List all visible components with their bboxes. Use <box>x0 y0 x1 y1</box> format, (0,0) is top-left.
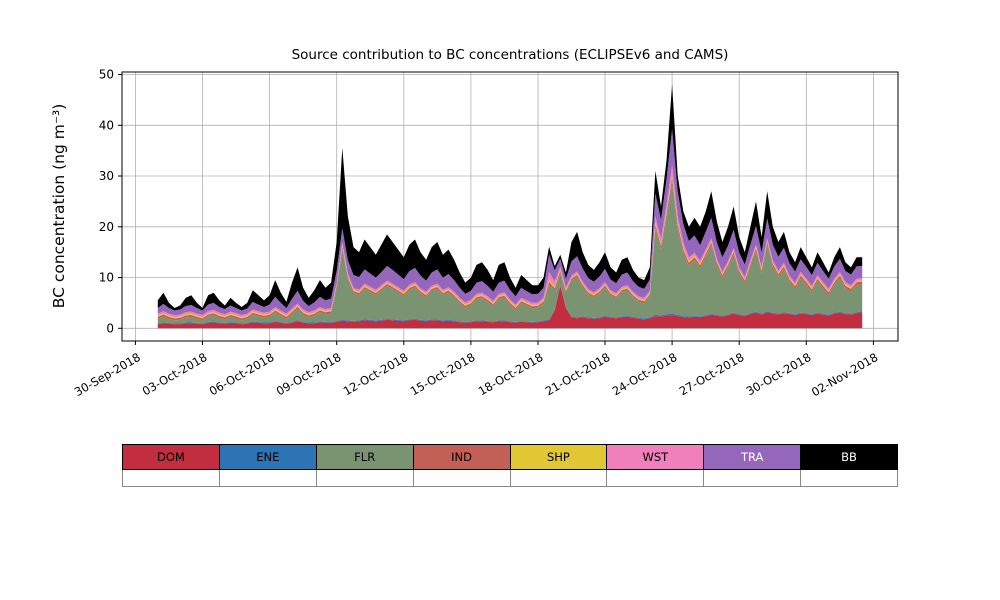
legend-label-bb: BB <box>841 450 857 464</box>
legend-item-shp: SHP <box>509 444 608 487</box>
legend-label-wst: WST <box>642 450 669 464</box>
legend-item-bb: BB <box>800 444 898 487</box>
y-tick-label: 50 <box>99 68 114 82</box>
y-tick-label: 40 <box>99 118 114 132</box>
legend-item-wst: WST <box>606 444 705 487</box>
legend-empty-cell-flr <box>315 470 414 487</box>
legend-swatch-ene: ENE <box>218 444 317 470</box>
legend-swatch-tra: TRA <box>703 444 802 470</box>
y-tick-label: 30 <box>99 169 114 183</box>
legend-item-ind: IND <box>412 444 511 487</box>
legend-item-flr: FLR <box>315 444 414 487</box>
legend-empty-cell-tra <box>703 470 802 487</box>
legend-empty-cell-dom <box>122 470 220 487</box>
legend-item-dom: DOM <box>122 444 220 487</box>
y-tick-label: 20 <box>99 220 114 234</box>
legend-empty-cell-ind <box>412 470 511 487</box>
area-series-flr <box>157 181 863 324</box>
y-tick-label: 0 <box>106 321 114 335</box>
legend-swatch-dom: DOM <box>122 444 220 470</box>
legend-label-ene: ENE <box>256 450 280 464</box>
legend-empty-cell-bb <box>800 470 898 487</box>
legend-label-tra: TRA <box>740 450 764 464</box>
legend-swatch-bb: BB <box>800 444 898 470</box>
legend-empty-cell-wst <box>606 470 705 487</box>
legend-swatch-flr: FLR <box>315 444 414 470</box>
legend: DOM ENE FLR IND SHP WST TRA BB <box>122 444 898 487</box>
legend-item-tra: TRA <box>703 444 802 487</box>
y-axis-label: BC concentration (ng m⁻³) <box>50 104 68 309</box>
area-series-dom <box>157 285 863 329</box>
legend-item-ene: ENE <box>218 444 317 487</box>
legend-empty-cell-ene <box>218 470 317 487</box>
legend-label-flr: FLR <box>354 450 376 464</box>
legend-label-shp: SHP <box>546 450 570 464</box>
legend-swatch-shp: SHP <box>509 444 608 470</box>
legend-swatch-wst: WST <box>606 444 705 470</box>
legend-swatch-ind: IND <box>412 444 511 470</box>
chart-title: Source contribution to BC concentrations… <box>291 47 729 63</box>
legend-empty-cell-shp <box>509 470 608 487</box>
plot-border <box>121 71 899 342</box>
legend-label-ind: IND <box>451 450 472 464</box>
y-tick-label: 10 <box>99 271 114 285</box>
legend-label-dom: DOM <box>157 450 185 464</box>
